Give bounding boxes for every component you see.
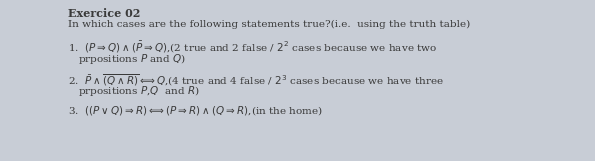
Text: 1.  $(P \Rightarrow Q) \wedge (\bar{P} \Rightarrow Q)$,(2 true and 2 false / $2^: 1. $(P \Rightarrow Q) \wedge (\bar{P} \R… xyxy=(68,40,437,55)
Text: 3.  $((P \vee Q) \Rightarrow R) \Longleftrightarrow (P \Rightarrow R) \wedge (Q : 3. $((P \vee Q) \Rightarrow R) \Longleft… xyxy=(68,104,323,117)
Text: In which cases are the following statements true?(i.e.  using the truth table): In which cases are the following stateme… xyxy=(68,20,470,29)
Text: prpositions $P$,$Q$  and $R$): prpositions $P$,$Q$ and $R$) xyxy=(78,84,200,98)
Text: prpositions $P$ and $Q$): prpositions $P$ and $Q$) xyxy=(78,52,186,66)
Text: 2.  $\bar{P} \wedge \overline{(Q \wedge R)} \Longleftrightarrow Q$,(4 true and 4: 2. $\bar{P} \wedge \overline{(Q \wedge R… xyxy=(68,72,444,88)
Text: Exercice 02: Exercice 02 xyxy=(68,8,140,19)
